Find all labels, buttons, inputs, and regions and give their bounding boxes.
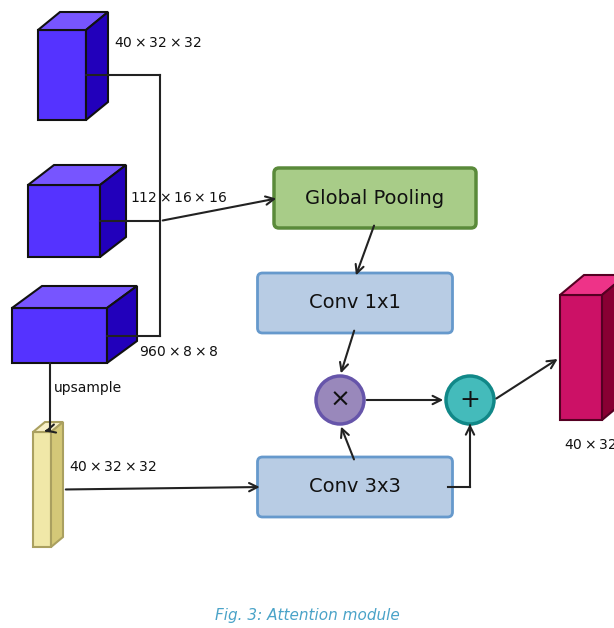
- Polygon shape: [12, 308, 107, 363]
- Polygon shape: [602, 275, 614, 420]
- Polygon shape: [28, 165, 126, 185]
- Polygon shape: [100, 165, 126, 257]
- Polygon shape: [33, 432, 51, 547]
- Polygon shape: [38, 12, 108, 30]
- Circle shape: [316, 376, 364, 424]
- Text: +: +: [459, 388, 480, 412]
- Text: Conv 1x1: Conv 1x1: [309, 293, 401, 313]
- Polygon shape: [560, 275, 614, 295]
- Polygon shape: [560, 295, 602, 420]
- Text: $40\times32\times32$: $40\times32\times32$: [69, 460, 157, 474]
- Polygon shape: [28, 185, 100, 257]
- Text: $40\times32\times32$: $40\times32\times32$: [564, 438, 614, 452]
- Polygon shape: [86, 12, 108, 120]
- Circle shape: [446, 376, 494, 424]
- Text: ×: ×: [330, 388, 351, 412]
- FancyBboxPatch shape: [274, 168, 476, 228]
- Polygon shape: [12, 286, 137, 308]
- Text: $112\times16\times16$: $112\times16\times16$: [130, 191, 227, 205]
- Polygon shape: [38, 30, 86, 120]
- Polygon shape: [51, 422, 63, 547]
- Text: $960\times8\times8$: $960\times8\times8$: [139, 345, 219, 359]
- Text: Conv 3x3: Conv 3x3: [309, 477, 401, 497]
- FancyBboxPatch shape: [257, 273, 453, 333]
- Text: upsample: upsample: [53, 381, 122, 395]
- Text: $40\times32\times32$: $40\times32\times32$: [114, 36, 201, 50]
- Polygon shape: [107, 286, 137, 363]
- Text: Fig. 3: Attention module: Fig. 3: Attention module: [215, 608, 399, 623]
- FancyBboxPatch shape: [257, 457, 453, 517]
- Polygon shape: [33, 422, 63, 432]
- Text: Global Pooling: Global Pooling: [305, 188, 445, 207]
